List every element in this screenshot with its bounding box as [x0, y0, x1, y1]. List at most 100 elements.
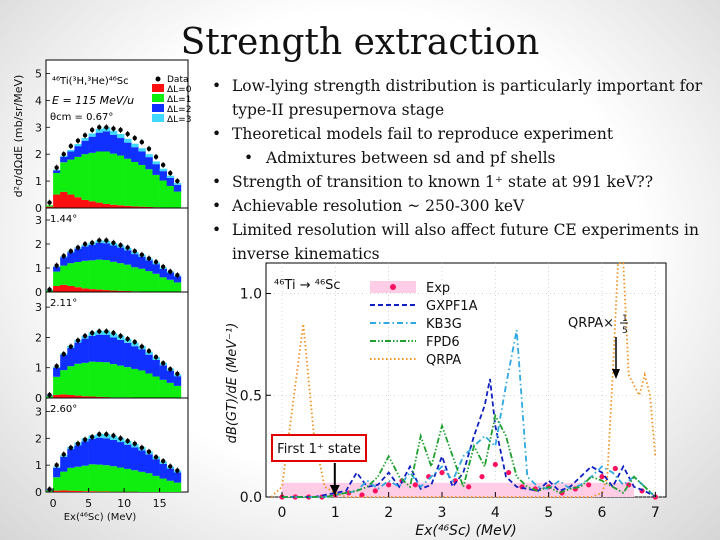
data-point: [75, 441, 81, 446]
bar-dL0: [74, 197, 82, 208]
bar-dL0: [117, 205, 125, 208]
bar-dL2: [145, 157, 153, 170]
exp-data-point: [586, 482, 592, 488]
bullet-item: Limited resolution will also affect futu…: [208, 218, 714, 266]
bar-dL3: [95, 128, 104, 133]
bar-dL1: [173, 282, 182, 292]
legend-swatch: [152, 114, 164, 122]
legend-swatch: [152, 84, 164, 92]
y-axis-label: dB(GT)/dE (MeV⁻¹): [225, 323, 240, 444]
bar-dL1: [145, 373, 153, 398]
data-point: [61, 452, 66, 457]
data-point: [125, 336, 130, 342]
data-point: [125, 131, 130, 137]
bar-dL0: [74, 490, 82, 492]
bar-dL1: [67, 263, 75, 286]
bar-dL1: [145, 271, 153, 292]
bar-dL1: [95, 361, 104, 397]
data-point: [61, 151, 66, 157]
data-point: [111, 240, 116, 245]
bar-dL0: [145, 206, 153, 208]
bar-dL3: [74, 143, 82, 147]
bar-dL0: [88, 491, 96, 492]
bar-dL2: [124, 342, 132, 368]
y-tick-label: 3: [35, 301, 42, 314]
legend-label: ΔL=1: [167, 95, 191, 105]
bar-dL2: [102, 131, 111, 152]
bar-dL2: [131, 147, 139, 162]
data-point: [97, 329, 102, 334]
bar-dL0: [60, 490, 68, 492]
data-point: [97, 238, 102, 243]
y-tick-label: 2: [35, 331, 42, 344]
bar-dL2: [159, 365, 167, 380]
qrpa-scale-denominator: 5: [622, 326, 628, 336]
bar-dL2: [152, 164, 160, 175]
bar-dL2: [117, 247, 125, 264]
data-point: [82, 437, 88, 442]
data-point: [47, 200, 52, 205]
bullet-item: Admixtures between sd and pf shells: [208, 146, 714, 170]
bar-dL2: [145, 354, 153, 374]
bar-dL0: [81, 199, 89, 208]
bar-dL2: [67, 348, 75, 367]
y-tick-label: 2: [35, 148, 42, 161]
bar-dL0: [95, 202, 104, 208]
bar-dL3: [159, 168, 167, 172]
bar-dL2: [109, 337, 118, 365]
data-point: [153, 154, 159, 160]
bar-dL2: [109, 245, 118, 262]
bar-dL2: [81, 140, 89, 155]
bar-dL1: [67, 159, 75, 195]
bar-dL3: [138, 148, 146, 152]
bar-dL2: [138, 450, 146, 472]
y-tick-label: 0: [35, 286, 42, 299]
bar-dL2: [159, 171, 167, 181]
data-point: [146, 449, 152, 454]
bar-dL0: [102, 491, 111, 492]
bar-dL0: [60, 284, 68, 292]
x-tick-label: 6: [598, 505, 607, 521]
bar-dL1: [124, 367, 132, 398]
bar-dL1: [88, 464, 96, 492]
bar-dL1: [145, 473, 153, 492]
data-point: [139, 445, 145, 450]
bar-dL0: [95, 396, 104, 398]
bar-dL2: [124, 444, 132, 469]
x-tick-label: 4: [491, 505, 500, 521]
bar-dL1: [159, 277, 167, 292]
series-line-kb3g: [282, 329, 656, 498]
bar-dL0: [95, 491, 104, 492]
bar-dL0: [81, 288, 89, 292]
bar-dL2: [166, 177, 175, 186]
bar-dL2: [131, 346, 139, 369]
x-tick-label: 5: [544, 505, 553, 521]
bar-dL2: [53, 266, 61, 272]
series-line-fpd6: [282, 412, 656, 498]
data-point: [89, 240, 95, 245]
y-tick-label: 0: [35, 392, 42, 405]
legend-label: Data: [167, 75, 189, 85]
bar-dL1: [95, 464, 104, 492]
bar-dL0: [88, 201, 96, 208]
data-point: [139, 139, 145, 145]
y-tick-label: 1: [35, 459, 42, 472]
bar-dL2: [88, 438, 96, 465]
bar-dL2: [138, 256, 146, 269]
data-point: [146, 256, 152, 261]
bar-dL1: [131, 161, 139, 207]
bar-dL1: [173, 385, 182, 398]
exp-data-point: [506, 469, 512, 476]
bar-dL1: [102, 465, 111, 492]
bar-dL1: [60, 471, 68, 491]
x-tick-label: 2: [384, 505, 393, 521]
bullet-list: Low-lying strength distribution is parti…: [208, 74, 714, 266]
bar-dL1: [131, 470, 139, 492]
bar-dL1: [166, 279, 175, 292]
y-tick-label: 0: [35, 202, 42, 215]
bar-dL2: [152, 264, 160, 274]
bar-dL2: [60, 354, 68, 371]
bullet-item: Theoretical models fail to reproduce exp…: [208, 122, 714, 146]
bar-dL1: [109, 261, 118, 291]
